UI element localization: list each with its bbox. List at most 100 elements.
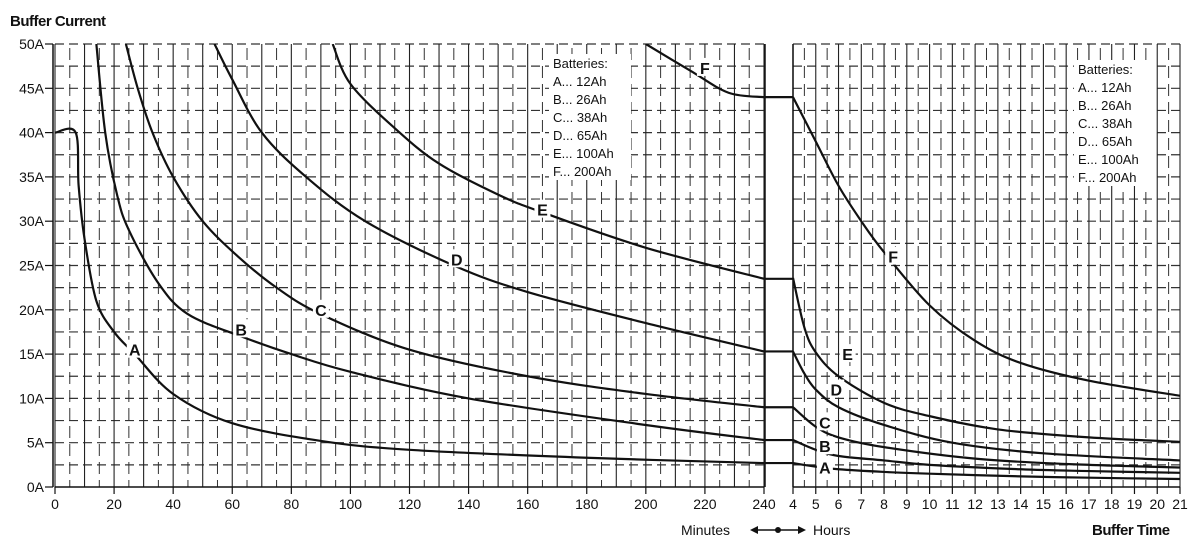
x-tick-label: 220 bbox=[693, 496, 717, 512]
curve-label-bg bbox=[828, 379, 845, 398]
curve-label-bg bbox=[696, 57, 713, 76]
curve-label-bg bbox=[534, 199, 551, 218]
x-tick-label: 21 bbox=[1172, 496, 1188, 512]
curve-label-bg bbox=[839, 344, 856, 363]
x-tick-label: 5 bbox=[812, 496, 820, 512]
x-tick-label: 120 bbox=[398, 496, 422, 512]
y-tick-label: 15A bbox=[19, 346, 45, 362]
x-tick-label: 14 bbox=[1013, 496, 1029, 512]
series-b-minutes bbox=[95, 44, 764, 442]
series-c-hours bbox=[793, 406, 1180, 469]
legend-item: F... 200Ah bbox=[1078, 170, 1137, 185]
x-tick-label: 7 bbox=[857, 496, 865, 512]
x-tick-label: 16 bbox=[1058, 496, 1074, 512]
curve-label-c: C bbox=[819, 415, 831, 432]
x-tick-label: 20 bbox=[106, 496, 122, 512]
x-tick-label: 60 bbox=[224, 496, 240, 512]
curve-label-b: B bbox=[819, 439, 831, 456]
curve-label-bg bbox=[816, 436, 833, 455]
y-tick-label: 25A bbox=[19, 258, 45, 274]
curve-label-c: C bbox=[315, 303, 327, 320]
y-tick-label: 10A bbox=[19, 390, 45, 406]
curve-label-b: B bbox=[235, 322, 247, 339]
x-axis-title: Buffer Time bbox=[1092, 522, 1170, 539]
x-tick-label: 180 bbox=[575, 496, 599, 512]
minutes-caption: Minutes bbox=[681, 522, 730, 538]
x-tick-label: 9 bbox=[903, 496, 911, 512]
legend-item: E... 100Ah bbox=[553, 146, 614, 161]
legend-title: Batteries: bbox=[553, 56, 608, 71]
x-tick-label: 19 bbox=[1127, 496, 1143, 512]
curve-label-a: A bbox=[129, 343, 141, 360]
curve-label-bg bbox=[885, 246, 902, 265]
x-tick-label: 240 bbox=[752, 496, 776, 512]
x-tick-label: 40 bbox=[165, 496, 181, 512]
x-tick-label: 140 bbox=[457, 496, 481, 512]
curve-label-e: E bbox=[537, 203, 548, 220]
y-tick-label: 50A bbox=[19, 36, 45, 52]
y-tick-label: 30A bbox=[19, 213, 45, 229]
curve-label-bg bbox=[448, 249, 465, 268]
series-c-minutes bbox=[124, 44, 764, 409]
legend-title: Batteries: bbox=[1078, 62, 1133, 77]
x-tick-label: 12 bbox=[967, 496, 983, 512]
curve-label-bg bbox=[126, 339, 143, 358]
x-tick-label: 10 bbox=[922, 496, 938, 512]
x-tick-label: 100 bbox=[339, 496, 363, 512]
x-tick-label: 200 bbox=[634, 496, 658, 512]
legend-item: C... 38Ah bbox=[1078, 116, 1132, 131]
series-f-minutes bbox=[645, 44, 764, 99]
y-tick-label: 45A bbox=[19, 80, 45, 96]
series-e-minutes bbox=[331, 44, 764, 280]
curve-label-d: D bbox=[451, 252, 463, 269]
series-a-minutes bbox=[55, 127, 764, 465]
y-tick-label: 35A bbox=[19, 169, 45, 185]
y-tick-label: 5A bbox=[27, 435, 45, 451]
legend-item: A... 12Ah bbox=[553, 74, 606, 89]
x-tick-label: 18 bbox=[1104, 496, 1120, 512]
series-e-hours bbox=[793, 277, 1180, 443]
legend-item: F... 200Ah bbox=[553, 164, 612, 179]
curve-label-f: F bbox=[888, 250, 898, 267]
y-tick-label: 40A bbox=[19, 125, 45, 141]
curve-label-a: A bbox=[819, 461, 831, 478]
curve-label-bg bbox=[233, 319, 250, 338]
x-tick-label: 4 bbox=[789, 496, 797, 512]
x-tick-label: 15 bbox=[1036, 496, 1052, 512]
x-tick-label: 0 bbox=[51, 496, 59, 512]
minutes-hours-arrow-icon bbox=[750, 526, 806, 534]
legend-item: C... 38Ah bbox=[553, 110, 607, 125]
legend-item: B... 26Ah bbox=[1078, 98, 1131, 113]
x-tick-label: 160 bbox=[516, 496, 540, 512]
legend-item: E... 100Ah bbox=[1078, 152, 1139, 167]
legend-bg bbox=[1074, 60, 1154, 186]
legend-bg bbox=[549, 54, 631, 180]
x-tick-label: 8 bbox=[880, 496, 888, 512]
curve-label-d: D bbox=[830, 383, 842, 400]
legend-item: A... 12Ah bbox=[1078, 80, 1131, 95]
y-tick-label: 20A bbox=[19, 302, 45, 318]
curve-label-e: E bbox=[842, 347, 853, 364]
legend-item: D... 65Ah bbox=[1078, 134, 1132, 149]
x-tick-label: 6 bbox=[835, 496, 843, 512]
hours-caption: Hours bbox=[813, 522, 850, 538]
legend-item: D... 65Ah bbox=[553, 128, 607, 143]
y-tick-label: 0A bbox=[27, 479, 45, 495]
x-tick-label: 13 bbox=[990, 496, 1006, 512]
curve-label-bg bbox=[816, 457, 833, 476]
chart-title: Buffer Current bbox=[10, 13, 106, 30]
curve-label-f: F bbox=[700, 61, 710, 78]
legends: Batteries: A... 12Ah B... 26Ah C... 38Ah D..… bbox=[549, 54, 1154, 186]
legend-item: B... 26Ah bbox=[553, 92, 606, 107]
series-f-hours bbox=[793, 96, 1180, 397]
x-tick-label: 17 bbox=[1081, 496, 1097, 512]
axes: 0 20 40 60 80 100 120 140 160 180 200 220 240 4 5 6 7 8 9 1… bbox=[19, 36, 1188, 512]
series-d-hours bbox=[793, 350, 1180, 462]
curve-label-bg bbox=[312, 299, 329, 318]
x-tick-label: 20 bbox=[1149, 496, 1165, 512]
curve-label-bg bbox=[816, 412, 833, 431]
x-tick-label: 80 bbox=[284, 496, 300, 512]
series-d-minutes bbox=[213, 44, 764, 353]
